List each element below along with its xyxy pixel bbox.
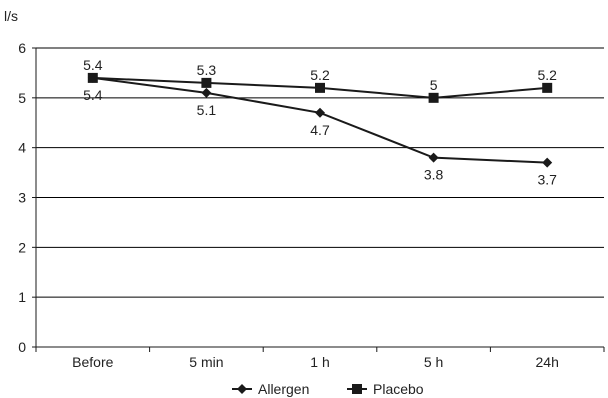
y-unit-label: l/s [4, 8, 18, 24]
y-tick-label: 6 [18, 40, 26, 56]
gridlines [36, 47, 604, 298]
allergen-data-label: 3.8 [424, 167, 444, 183]
placebo-data-label: 5.3 [197, 62, 217, 78]
allergen-point [315, 107, 325, 118]
placebo-point [315, 82, 325, 93]
y-axis-ticks: 0 1 2 3 4 5 6 [18, 40, 36, 355]
allergen-data-label: 3.7 [537, 172, 557, 188]
legend-square-icon [352, 384, 362, 394]
x-tick-label: Before [72, 354, 113, 370]
placebo-point [428, 92, 439, 103]
x-tick-label: 1 h [310, 354, 329, 370]
allergen-data-label: 5.4 [83, 87, 103, 103]
placebo-point [201, 77, 212, 88]
y-tick-label: 4 [18, 140, 26, 156]
legend-label-allergen: Allergen [258, 381, 309, 397]
data-labels: 5.4 5.1 4.7 3.8 3.7 5.4 5.3 5.2 5 5.2 [83, 57, 557, 188]
y-tick-label: 0 [18, 339, 26, 355]
placebo-data-label: 5 [430, 77, 438, 93]
y-tick-label: 2 [18, 239, 26, 255]
placebo-data-label: 5.2 [310, 67, 330, 83]
allergen-data-label: 5.1 [197, 102, 217, 118]
placebo-data-label: 5.2 [537, 67, 557, 83]
series-lines [87, 72, 553, 168]
y-tick-label: 3 [18, 190, 26, 206]
legend-label-placebo: Placebo [373, 381, 424, 397]
y-tick-label: 5 [18, 90, 26, 106]
allergen-point [542, 157, 553, 168]
y-tick-label: 1 [18, 289, 26, 305]
x-tick-label: 24h [536, 354, 559, 370]
allergen-point [201, 87, 212, 98]
x-axis-ticks: Before 5 min 1 h 5 h 24h [35, 347, 605, 370]
legend-diamond-icon [237, 384, 247, 394]
x-tick-label: 5 min [189, 354, 223, 370]
x-tick-label: 5 h [424, 354, 443, 370]
placebo-point [87, 72, 98, 83]
allergen-data-label: 4.7 [310, 122, 330, 138]
legend: Allergen Placebo [232, 381, 424, 397]
placebo-point [542, 82, 553, 93]
placebo-data-label: 5.4 [83, 57, 103, 73]
allergen-point [428, 152, 439, 163]
